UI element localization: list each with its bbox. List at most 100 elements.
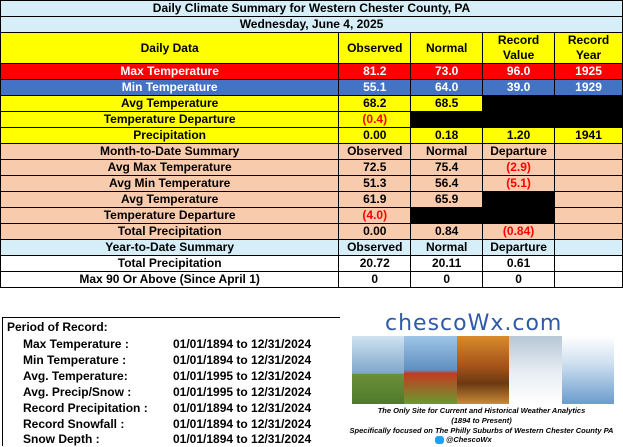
normal-value: 0.18 xyxy=(410,127,484,144)
observed-value: 0.00 xyxy=(338,223,412,240)
observed-value: 20.72 xyxy=(338,255,412,272)
normal-value: 20.11 xyxy=(410,255,484,272)
header-daily-data: Daily Data xyxy=(0,32,340,64)
empty-cell xyxy=(554,175,623,192)
por-value: 01/01/1995 to 12/31/2024 xyxy=(173,385,312,399)
por-value: 01/01/1995 to 12/31/2024 xyxy=(173,369,312,383)
observed-value: (4.0) xyxy=(338,207,412,224)
header-observed: Observed xyxy=(338,239,412,256)
header-normal: Normal xyxy=(410,143,484,160)
row-label: Precipitation xyxy=(0,127,340,144)
title-row: Daily Climate Summary for Western Cheste… xyxy=(0,0,623,17)
normal-value: 65.9 xyxy=(410,191,484,208)
por-row: Record Snowfall : 01/01/1894 to 12/31/20… xyxy=(3,417,340,432)
por-label: Avg. Temperature: xyxy=(23,369,128,383)
por-value: 01/01/1894 to 12/31/2024 xyxy=(173,353,312,367)
blackout-cell xyxy=(410,207,484,224)
row-label: Max 90 Or Above (Since April 1) xyxy=(0,271,340,288)
por-label: Snow Depth : xyxy=(23,432,100,446)
observed-value: 0.00 xyxy=(338,127,412,144)
por-value: 01/01/1894 to 12/31/2024 xyxy=(173,417,312,431)
record-year: 1925 xyxy=(554,63,623,80)
normal-value: 73.0 xyxy=(410,63,484,80)
normal-value: 0 xyxy=(410,271,484,288)
mtd-row-temp-departure: Temperature Departure (4.0) xyxy=(0,207,623,224)
departure-value: (0.84) xyxy=(482,223,556,240)
logo-wordmark: chescoWx.com xyxy=(385,311,563,336)
chescowx-logo: chescoWx.com The Only Site for Current a… xyxy=(340,310,623,445)
por-row: Record Precipitation : 01/01/1894 to 12/… xyxy=(3,401,340,416)
row-label: Temperature Departure xyxy=(0,111,340,128)
por-row: Min Temperature : 01/01/1894 to 12/31/20… xyxy=(3,353,340,368)
mtd-header-row: Month-to-Date Summary Observed Normal De… xyxy=(0,143,623,160)
period-of-record: Period of Record: Max Temperature : 01/0… xyxy=(2,317,340,446)
daily-row-avg-temp: Avg Temperature 68.2 68.5 xyxy=(0,95,623,128)
header-departure: Departure xyxy=(482,143,556,160)
ytd-row-max90: Max 90 Or Above (Since April 1) 0 0 0 xyxy=(0,271,623,288)
ytd-title: Year-to-Date Summary xyxy=(0,239,340,256)
mtd-row-avg-max: Avg Max Temperature 72.5 75.4 (2.9) xyxy=(0,159,623,176)
record-value: 96.0 xyxy=(482,63,556,80)
empty-cell xyxy=(554,255,623,272)
normal-value: 68.5 xyxy=(410,95,484,112)
header-record-year: Record Year xyxy=(554,32,623,64)
normal-value: 0.84 xyxy=(410,223,484,240)
normal-value: 75.4 xyxy=(410,159,484,176)
row-label: Min Temperature xyxy=(0,79,340,96)
empty-cell xyxy=(554,159,623,176)
report-date: Wednesday, June 4, 2025 xyxy=(0,16,623,33)
twitter-handle-row: @ChescoWx xyxy=(435,435,492,445)
por-row: Avg. Temperature: 01/01/1995 to 12/31/20… xyxy=(3,369,340,384)
ytd-header-row: Year-to-Date Summary Observed Normal Dep… xyxy=(0,239,623,256)
page-title: Daily Climate Summary for Western Cheste… xyxy=(0,0,623,17)
photo-spring xyxy=(352,336,405,404)
logo-tagline-years: (1894 to Present) xyxy=(451,416,512,425)
empty-cell xyxy=(554,207,623,224)
row-label: Avg Min Temperature xyxy=(0,175,340,192)
record-value: 39.0 xyxy=(482,79,556,96)
header-observed: Observed xyxy=(338,32,412,64)
photo-autumn xyxy=(456,336,510,404)
por-row: Max Temperature : 01/01/1894 to 12/31/20… xyxy=(3,337,340,352)
row-label: Max Temperature xyxy=(0,63,340,80)
departure-value: 0.61 xyxy=(482,255,556,272)
normal-value: 64.0 xyxy=(410,79,484,96)
empty-cell xyxy=(554,239,623,256)
row-label: Avg Temperature xyxy=(0,95,340,112)
departure-value: (5.1) xyxy=(482,175,556,192)
row-label: Avg Temperature xyxy=(0,191,340,208)
observed-value: 51.3 xyxy=(338,175,412,192)
blackout-cell xyxy=(482,95,623,128)
twitter-icon xyxy=(435,436,444,445)
por-value: 01/01/1894 to 12/31/2024 xyxy=(173,337,312,351)
logo-tagline-focus: Specifically focused on The Philly Subur… xyxy=(349,426,614,435)
por-label: Record Snowfall : xyxy=(23,417,125,431)
photo-summer xyxy=(404,336,457,404)
empty-cell xyxy=(554,191,623,208)
header-normal: Normal xyxy=(410,239,484,256)
ytd-row-total-precip: Total Precipitation 20.72 20.11 0.61 xyxy=(0,255,623,272)
por-label: Record Precipitation : xyxy=(23,401,148,415)
mtd-row-avg-min: Avg Min Temperature 51.3 56.4 (5.1) xyxy=(0,175,623,192)
departure-value: 0 xyxy=(482,271,556,288)
header-observed: Observed xyxy=(338,143,412,160)
por-row: Avg. Precip/Snow : 01/01/1995 to 12/31/2… xyxy=(3,385,340,400)
blackout-cell xyxy=(482,191,556,224)
por-label: Min Temperature : xyxy=(23,353,127,367)
observed-value: 72.5 xyxy=(338,159,412,176)
blackout-cell xyxy=(410,111,484,128)
date-row: Wednesday, June 4, 2025 xyxy=(0,16,623,33)
observed-value: 61.9 xyxy=(338,191,412,208)
record-year: 1941 xyxy=(554,127,623,144)
empty-cell xyxy=(554,271,623,288)
observed-value: (0.4) xyxy=(338,111,412,128)
photo-snow xyxy=(561,336,615,404)
daily-row-temp-departure: Temperature Departure (0.4) xyxy=(0,111,623,128)
observed-value: 68.2 xyxy=(338,95,412,112)
por-value: 01/01/1894 to 12/31/2024 xyxy=(173,401,312,415)
season-photo-strip xyxy=(352,336,615,404)
mtd-title: Month-to-Date Summary xyxy=(0,143,340,160)
logo-tagline: The Only Site for Current and Historical… xyxy=(377,406,586,415)
daily-header-row: Daily Data Observed Normal Record Value … xyxy=(0,32,623,64)
departure-value: (2.9) xyxy=(482,159,556,176)
